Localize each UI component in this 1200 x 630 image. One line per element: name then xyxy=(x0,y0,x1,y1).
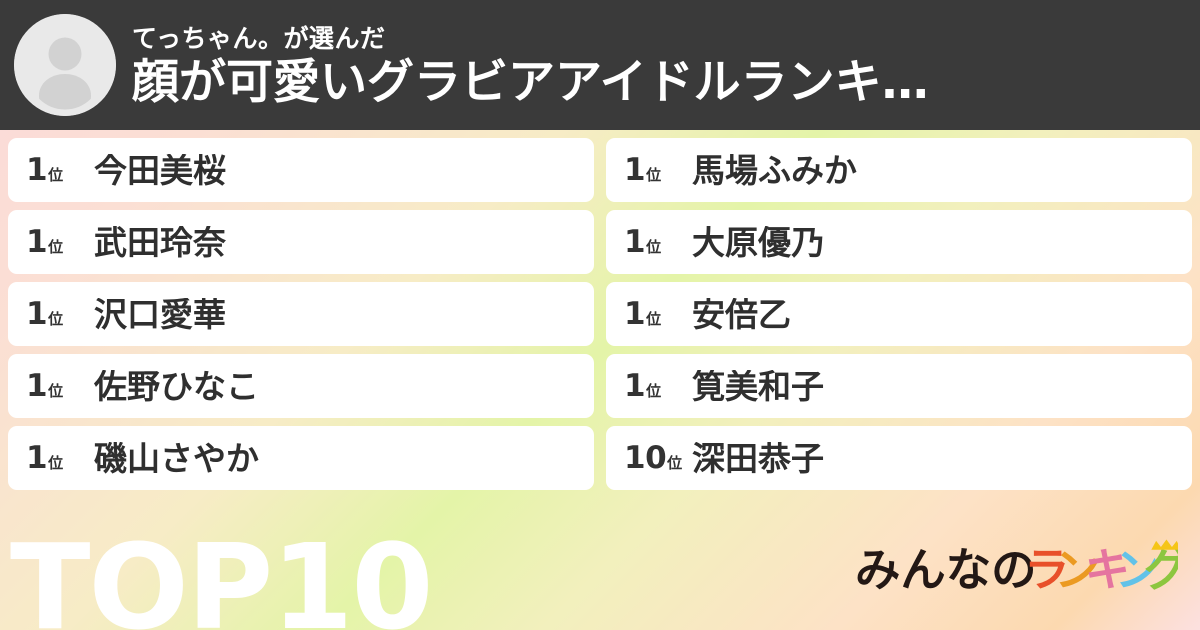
rank-item-name: 深田恭子 xyxy=(692,441,824,475)
rank-item-name: 磯山さやか xyxy=(94,441,259,475)
rank-number: 1 xyxy=(26,295,48,332)
rank-suffix: 位 xyxy=(48,165,64,184)
logo-char-ra: ラ xyxy=(1024,544,1069,597)
rank-item-name: 佐野ひなこ xyxy=(94,369,259,403)
top10-label: TOP10 xyxy=(10,518,433,630)
rank-number: 1 xyxy=(624,367,646,404)
rank-number: 1 xyxy=(624,295,646,332)
rank-item-name: 馬場ふみか xyxy=(692,153,857,187)
rank-item-10[interactable]: 10 位 深田恭子 xyxy=(606,426,1192,490)
rank-item-name: 沢口愛華 xyxy=(94,297,226,331)
logo-char-n1: ン xyxy=(1054,544,1099,597)
rank-number: 10 xyxy=(624,439,667,476)
rank-badge: 10 位 xyxy=(624,439,686,476)
rank-number: 1 xyxy=(26,439,48,476)
avatar xyxy=(14,14,116,116)
site-logo: みんなの ラ ン キ ン グ xyxy=(855,536,1178,602)
rank-item-name: 武田玲奈 xyxy=(94,225,226,259)
crown-icon xyxy=(1151,539,1178,550)
rank-suffix: 位 xyxy=(48,309,64,328)
rank-item-name: 大原優乃 xyxy=(692,225,824,259)
user-avatar-icon xyxy=(14,14,116,116)
header-subtitle: てっちゃん。が選んだ xyxy=(132,23,386,53)
page-title: 顔が可愛いグラビアアイドルランキ… xyxy=(132,56,929,110)
rank-item-name: 安倍乙 xyxy=(692,297,791,331)
rank-item-name: 今田美桜 xyxy=(94,153,226,187)
rank-number: 1 xyxy=(26,223,48,260)
rank-suffix: 位 xyxy=(48,381,64,400)
rank-suffix: 位 xyxy=(646,165,662,184)
logo-black-text: みんなの xyxy=(855,544,1036,597)
rank-suffix: 位 xyxy=(48,237,64,256)
header-bar: てっちゃん。が選んだ 顔が可愛いグラビアアイドルランキ… xyxy=(0,0,1200,130)
logo-char-n2: ン xyxy=(1115,544,1160,597)
header-text-block: てっちゃん。が選んだ 顔が可愛いグラビアアイドルランキ… xyxy=(132,21,1186,110)
rank-number: 1 xyxy=(624,151,646,188)
logo-char-ki: キ xyxy=(1085,544,1130,597)
minna-no-ranking-logo-icon: みんなの ラ ン キ ン グ xyxy=(855,539,1178,597)
rank-item-name: 筧美和子 xyxy=(692,369,824,403)
rank-suffix: 位 xyxy=(646,309,662,328)
rank-suffix: 位 xyxy=(646,381,662,400)
logo-char-gu: グ xyxy=(1144,544,1178,597)
rank-number: 1 xyxy=(624,223,646,260)
rank-number: 1 xyxy=(26,151,48,188)
rank-suffix: 位 xyxy=(646,237,662,256)
rank-suffix: 位 xyxy=(667,453,683,472)
rank-number: 1 xyxy=(26,367,48,404)
rank-suffix: 位 xyxy=(48,453,64,472)
